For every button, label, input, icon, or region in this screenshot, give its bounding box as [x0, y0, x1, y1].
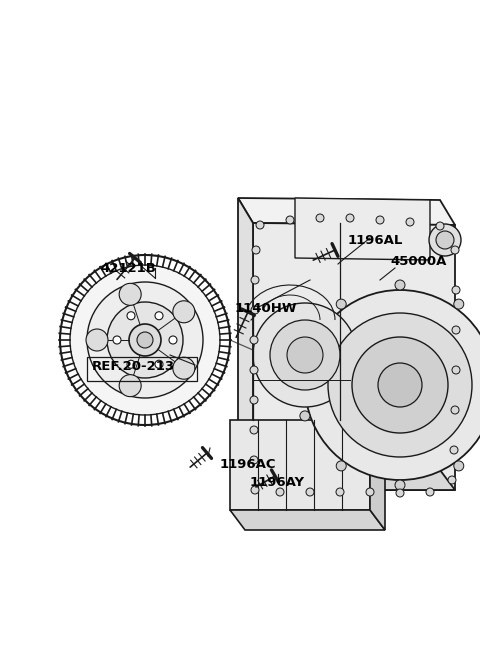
Circle shape [316, 214, 324, 222]
Circle shape [119, 283, 141, 305]
Circle shape [113, 336, 121, 344]
Circle shape [87, 282, 203, 398]
Circle shape [252, 246, 260, 254]
Circle shape [429, 224, 461, 256]
Circle shape [286, 216, 294, 224]
Circle shape [173, 301, 195, 323]
Text: 1196AC: 1196AC [220, 458, 276, 471]
Circle shape [250, 396, 258, 404]
Circle shape [454, 461, 464, 471]
Text: 1196AL: 1196AL [348, 234, 403, 247]
Circle shape [119, 375, 141, 397]
Circle shape [352, 337, 448, 433]
Circle shape [250, 366, 258, 374]
Circle shape [406, 218, 414, 226]
Circle shape [107, 302, 183, 378]
Circle shape [251, 486, 259, 494]
Circle shape [270, 320, 340, 390]
Circle shape [378, 363, 422, 407]
Circle shape [137, 332, 153, 348]
Circle shape [305, 290, 480, 480]
Circle shape [169, 336, 177, 344]
Circle shape [346, 214, 354, 222]
Circle shape [328, 313, 472, 457]
Circle shape [300, 411, 310, 421]
Circle shape [86, 329, 108, 351]
Circle shape [127, 312, 135, 319]
Circle shape [452, 326, 460, 334]
Circle shape [395, 280, 405, 290]
Circle shape [250, 336, 258, 344]
Circle shape [450, 446, 458, 454]
Circle shape [336, 461, 346, 471]
Circle shape [336, 488, 344, 496]
Circle shape [452, 286, 460, 294]
Polygon shape [295, 198, 430, 260]
Text: 1196AY: 1196AY [250, 476, 305, 489]
Circle shape [155, 360, 163, 368]
Circle shape [129, 324, 161, 356]
Circle shape [396, 489, 404, 497]
Polygon shape [230, 510, 385, 530]
Polygon shape [238, 198, 455, 225]
Circle shape [251, 306, 259, 314]
Circle shape [454, 299, 464, 309]
Circle shape [436, 222, 444, 230]
Circle shape [250, 426, 258, 434]
Circle shape [366, 488, 374, 496]
Circle shape [395, 480, 405, 490]
Circle shape [426, 488, 434, 496]
Polygon shape [370, 420, 385, 530]
Circle shape [155, 312, 163, 319]
Circle shape [451, 406, 459, 414]
Circle shape [251, 276, 259, 284]
Polygon shape [253, 223, 455, 490]
Circle shape [336, 299, 346, 309]
Circle shape [448, 476, 456, 484]
Text: 1140HW: 1140HW [235, 302, 298, 315]
Circle shape [287, 337, 323, 373]
Polygon shape [238, 198, 253, 490]
Circle shape [250, 456, 258, 464]
Circle shape [376, 216, 384, 224]
Circle shape [300, 349, 310, 359]
Circle shape [306, 488, 314, 496]
Circle shape [452, 366, 460, 374]
Circle shape [436, 231, 454, 249]
Circle shape [256, 221, 264, 229]
Polygon shape [230, 420, 370, 510]
Text: 42121B: 42121B [100, 262, 156, 275]
Circle shape [70, 265, 220, 415]
Text: REF.20-213: REF.20-213 [92, 360, 175, 373]
Polygon shape [238, 470, 455, 490]
Text: 45000A: 45000A [390, 255, 446, 268]
Circle shape [173, 358, 195, 379]
Circle shape [451, 246, 459, 254]
Circle shape [276, 488, 284, 496]
Circle shape [253, 303, 357, 407]
Circle shape [127, 360, 135, 368]
